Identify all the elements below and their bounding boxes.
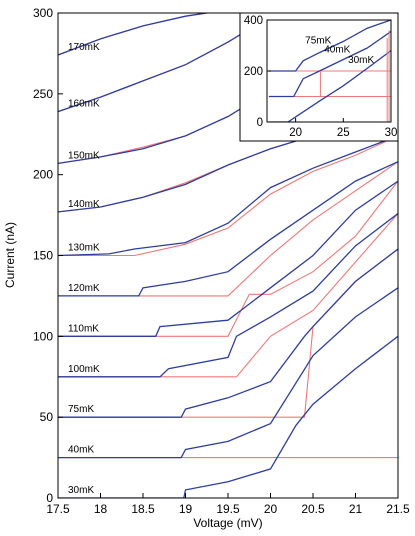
y-tick-label-0: 0 [46, 491, 53, 505]
inset-x-tick-label-20: 20 [289, 127, 302, 139]
main-y-axis: 0 50 100 150 200 250 300 [33, 6, 63, 505]
curve-40mk-up-sweep [58, 287, 398, 459]
x-tick-label-18-5: 18.5 [131, 502, 155, 516]
curve-110mk-up-sweep [58, 180, 398, 337]
inset-curve-label-75mk: 75mK [305, 35, 331, 46]
inset-curve-75mk-up-sweep [268, 20, 391, 72]
curve-label-100mk: 100mK [68, 364, 100, 375]
x-tick-label-20: 20 [264, 502, 278, 516]
inset-y-axis: 0 200 400 [244, 15, 271, 129]
curve-110mk-down-sweep [58, 180, 398, 337]
inset-y-tick-label-200: 200 [244, 66, 263, 78]
curve-100mk-up-sweep [58, 212, 398, 378]
curve-130mk-up-sweep [58, 135, 398, 257]
y-tick-label-100: 100 [33, 329, 53, 343]
curve-130mk-down-sweep [58, 135, 398, 257]
inset-x-axis: 20 25 30 [289, 118, 397, 139]
curve-label-150mk: 150mK [68, 150, 100, 161]
curve-label-75mk: 75mK [68, 404, 94, 415]
inset-x-tick-label-30: 30 [385, 127, 398, 139]
x-axis-title: Voltage (mV) [193, 516, 262, 530]
curve-label-160mk: 160mK [68, 99, 100, 110]
curve-label-40mk: 40mK [68, 445, 94, 456]
x-tick-label-20-5: 20.5 [301, 502, 325, 516]
y-tick-label-250: 250 [33, 87, 53, 101]
curve-30mk-up-sweep [58, 335, 398, 498]
x-tick-label-17-5: 17.5 [46, 502, 70, 516]
inset-curves [268, 20, 391, 122]
y-tick-label-150: 150 [33, 249, 53, 263]
curve-170mk-up-sweep [58, 13, 207, 56]
x-tick-label-19: 19 [179, 502, 193, 516]
y-axis-title: Current (nA) [3, 222, 17, 288]
y-tick-label-300: 300 [33, 6, 53, 20]
curve-label-110mk: 110mK [68, 323, 99, 334]
inset-curve-label-40mk: 40mK [324, 45, 350, 56]
curve-label-140mk: 140mK [68, 199, 100, 210]
curve-120mk-down-sweep [58, 161, 398, 297]
main-plot: 170mK 160mK 150mK 140mK 130mK 120mK 110mK 100mK… [3, 6, 410, 530]
inset-curve-30mk-up-sweep [268, 50, 391, 122]
x-tick-label-21: 21 [349, 502, 363, 516]
curve-label-130mk: 130mK [68, 243, 100, 254]
y-tick-label-200: 200 [33, 168, 53, 182]
curve-label-170mk: 170mK [68, 42, 100, 53]
main-curves [58, 13, 398, 498]
curve-75mk-up-sweep [58, 248, 398, 418]
inset-y-tick-label-400: 400 [244, 15, 263, 27]
main-x-axis: 17.5 18 18.5 19 19.5 20 20.5 21 21.5 [46, 493, 410, 516]
inset-curve-label-30mk: 30mK [348, 55, 374, 66]
main-curve-labels: 170mK 160mK 150mK 140mK 130mK 120mK 110mK 100mK… [68, 42, 100, 496]
x-tick-label-19-5: 19.5 [216, 502, 240, 516]
curve-120mk-up-sweep [58, 161, 398, 297]
curve-label-30mk: 30mK [68, 485, 94, 496]
inset-curve-40mk-up-sweep [268, 30, 391, 98]
x-tick-label-21-5: 21.5 [386, 502, 410, 516]
inset-x-tick-label-25: 25 [337, 127, 350, 139]
y-tick-label-50: 50 [40, 410, 54, 424]
curve-100mk-down-sweep [58, 213, 398, 378]
x-tick-label-18: 18 [94, 502, 108, 516]
inset-y-tick-label-0: 0 [257, 117, 263, 129]
curve-label-120mk: 120mK [68, 283, 100, 294]
inset-frame [239, 12, 399, 142]
